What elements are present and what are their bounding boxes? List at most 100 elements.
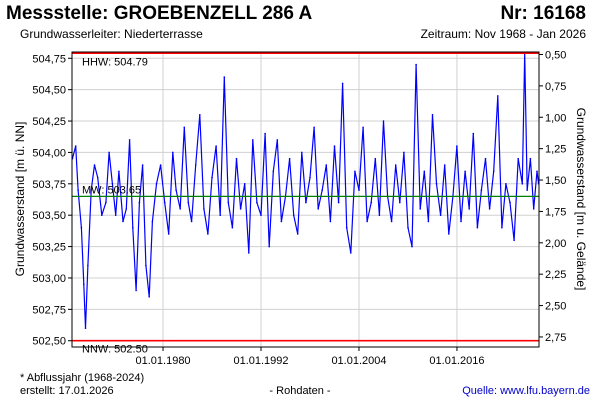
data-point [183,126,186,129]
raw-data-label: - Rohdaten - [269,385,331,397]
data-point [521,183,524,185]
data-point [199,114,201,116]
y-tick-label-left: 504,25 [32,116,66,128]
data-point [122,220,124,223]
data-point [366,220,368,223]
data-point [427,220,430,223]
data-point [276,139,279,141]
y-tick-label-left: 503,00 [32,273,66,285]
data-point [435,183,438,185]
data-point [108,151,110,154]
plot-frame [71,51,540,348]
data-point [167,233,170,235]
data-point [448,233,450,235]
data-point [374,157,377,160]
data-point [431,114,434,116]
data-point [415,63,417,66]
data-point [223,76,226,78]
data-point [443,164,446,166]
data-point [497,95,499,97]
y-tick-label-right: 1,50 [545,175,566,187]
data-point [90,189,92,191]
data-point [219,214,221,216]
data-point [141,164,144,166]
reference-label-extreme: HHW: 504.79 [82,56,148,68]
data-point [296,233,299,235]
y-tick-label-right: 1,00 [545,112,566,124]
data-point [172,151,174,154]
data-point [231,226,234,229]
data-point [155,183,158,185]
reference-label-mean: MW: 503.65 [82,184,141,196]
y-tick-label-right: 2,50 [545,301,566,313]
data-point [93,164,96,166]
data-point [399,201,401,204]
data-point [321,189,324,191]
data-point [187,201,190,204]
data-point [526,189,528,191]
data-point [492,170,495,173]
y-tick-label-right: 2,25 [545,269,566,281]
data-point [159,164,162,166]
data-point [382,120,385,122]
y-tick-label-right: 1,25 [545,144,566,156]
data-point [439,214,442,216]
data-point [163,201,166,204]
data-point [239,208,242,210]
y-tick-label-right: 0,75 [545,81,566,93]
data-point [101,214,103,216]
data-point [207,233,209,235]
created-date: erstellt: 17.01.2026 [20,385,114,397]
y-axis-label-left: Grundwasserstand [m ü. NN] [13,122,27,277]
groundwater-level-series [71,52,540,329]
data-point [148,296,150,298]
x-tick-label: 01.01.2004 [331,355,386,367]
data-point [288,157,291,160]
aquifer-label: Grundwasserleiter: Niederterrasse [20,27,203,41]
data-point [260,214,262,216]
x-tick-label: 01.01.2016 [429,355,484,367]
data-point [423,170,426,173]
data-point [313,126,315,129]
data-point [111,183,114,185]
y-tick-label-left: 503,75 [32,179,66,191]
y-tick-label-left: 502,75 [32,304,66,316]
data-point [362,126,364,129]
data-point [256,201,258,204]
data-point [460,220,462,223]
data-point [529,157,532,160]
y-tick-label-right: 0,50 [545,50,566,62]
data-point [175,189,177,191]
data-point [509,201,511,204]
y-tick-label-right: 2,75 [545,332,566,344]
data-point [532,208,535,210]
data-point [476,226,479,229]
y-tick-label-right: 1,75 [545,206,566,218]
data-point [264,132,266,135]
y-tick-label-right: 2,00 [545,238,566,250]
reference-label-extreme: NNW: 502.50 [82,344,148,356]
y-axis-label-right: Grundwasserstand [m u. Gelände] [574,108,588,291]
data-point [358,189,360,191]
source-link[interactable]: Quelle: www.lfu.bayern.de [462,385,590,397]
data-point [536,170,538,173]
data-point [268,245,271,248]
data-point [132,226,134,229]
data-point [345,226,348,229]
data-point [370,201,373,204]
data-point [488,208,491,210]
data-point [243,183,246,185]
y-tick-label-left: 504,50 [32,85,66,97]
data-point [128,139,131,141]
data-point [145,264,147,267]
data-point [125,208,128,210]
data-point [84,327,87,330]
data-point [411,245,413,248]
data-point [138,201,141,204]
data-point [135,289,137,292]
data-point [513,239,515,242]
data-point [179,208,181,210]
data-point [248,252,250,254]
data-point [105,201,107,204]
